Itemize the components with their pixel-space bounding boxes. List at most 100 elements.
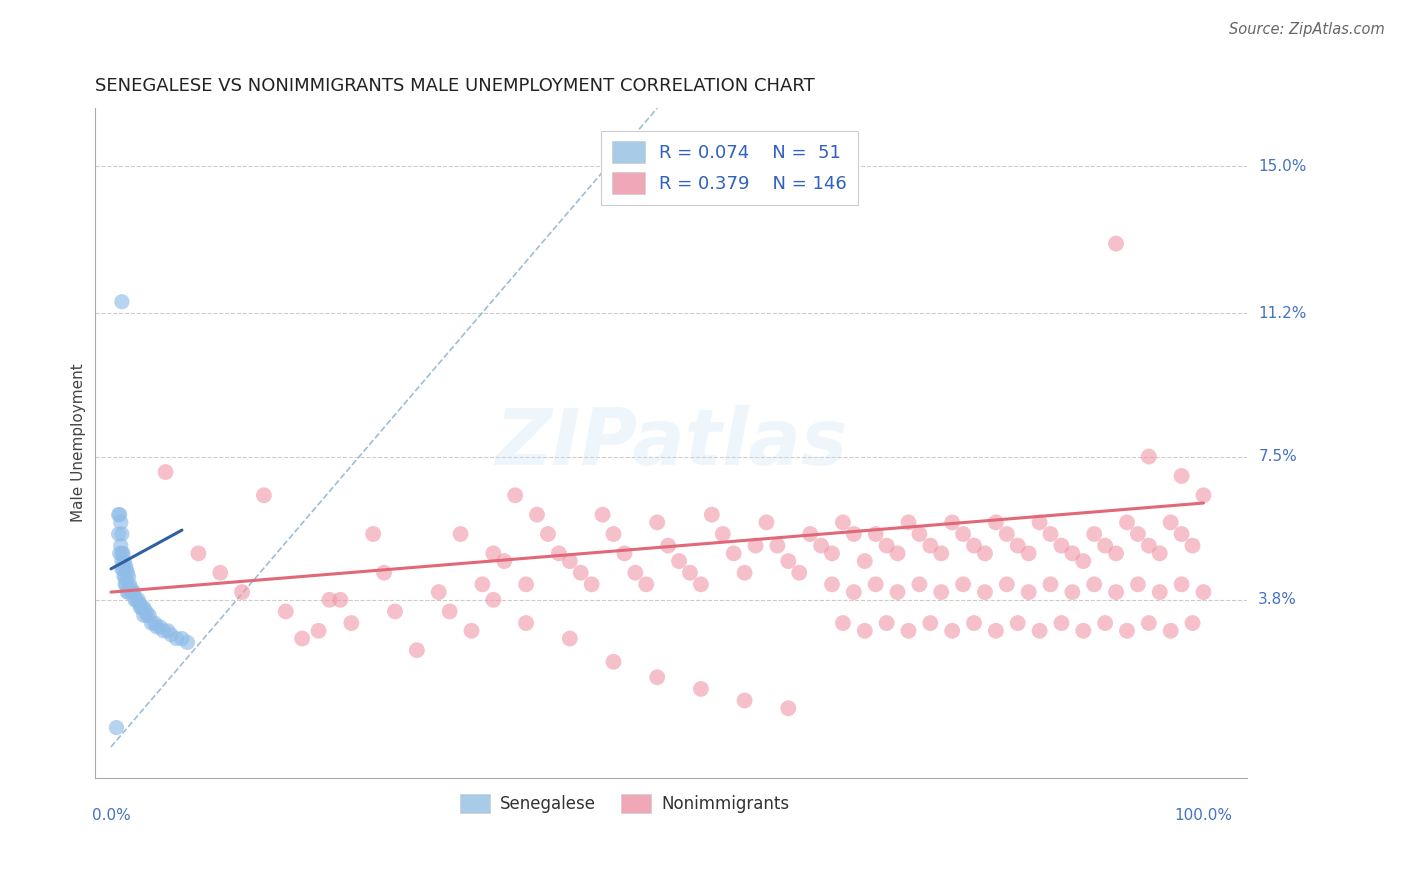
Point xyxy=(645,516,668,530)
Point xyxy=(515,615,537,630)
Point xyxy=(734,566,756,580)
Point xyxy=(111,546,134,560)
Point xyxy=(876,539,898,553)
Point xyxy=(1192,585,1215,599)
Point xyxy=(810,539,832,553)
Point xyxy=(1050,539,1073,553)
Point xyxy=(439,604,461,618)
Point xyxy=(1137,615,1160,630)
Point xyxy=(132,600,155,615)
Point xyxy=(1137,450,1160,464)
Point xyxy=(127,592,149,607)
Point xyxy=(112,569,135,583)
Text: 15.0%: 15.0% xyxy=(1258,159,1306,174)
Point xyxy=(766,539,789,553)
Point xyxy=(105,721,128,735)
Point xyxy=(657,539,679,553)
Point xyxy=(778,701,800,715)
Point xyxy=(111,554,134,568)
Point xyxy=(941,624,963,638)
Point xyxy=(111,294,134,309)
Point xyxy=(373,566,395,580)
Point xyxy=(1062,546,1084,560)
Point xyxy=(128,597,150,611)
Point xyxy=(963,615,986,630)
Point xyxy=(832,516,855,530)
Y-axis label: Male Unemployment: Male Unemployment xyxy=(72,364,86,523)
Text: 3.8%: 3.8% xyxy=(1258,592,1298,607)
Point xyxy=(117,569,139,583)
Point xyxy=(160,628,183,642)
Point xyxy=(405,643,427,657)
Point xyxy=(920,615,942,630)
Point xyxy=(156,624,179,638)
Point xyxy=(115,562,138,576)
Point xyxy=(121,585,143,599)
Point xyxy=(569,566,592,580)
Point xyxy=(711,527,734,541)
Point xyxy=(482,592,505,607)
Point xyxy=(111,527,134,541)
Text: 7.5%: 7.5% xyxy=(1258,449,1296,464)
Point xyxy=(166,632,188,646)
Point xyxy=(941,516,963,530)
Point xyxy=(117,585,139,599)
Point xyxy=(494,554,516,568)
Point xyxy=(450,527,472,541)
Point xyxy=(1094,615,1116,630)
Point xyxy=(291,632,314,646)
Point xyxy=(995,527,1018,541)
Point xyxy=(624,566,647,580)
Point xyxy=(744,539,766,553)
Point xyxy=(602,655,624,669)
Text: Source: ZipAtlas.com: Source: ZipAtlas.com xyxy=(1229,22,1385,37)
Point xyxy=(645,670,668,684)
Point xyxy=(821,546,844,560)
Point xyxy=(176,635,198,649)
Point xyxy=(124,592,146,607)
Point xyxy=(1126,577,1149,591)
Point xyxy=(110,539,132,553)
Point xyxy=(1137,539,1160,553)
Point xyxy=(138,608,160,623)
Point xyxy=(679,566,702,580)
Point xyxy=(974,546,997,560)
Point xyxy=(1149,585,1171,599)
Point xyxy=(668,554,690,568)
Point xyxy=(1126,527,1149,541)
Point xyxy=(558,554,581,568)
Point xyxy=(821,577,844,591)
Point xyxy=(107,508,129,522)
Point xyxy=(1039,577,1062,591)
Point xyxy=(1018,585,1040,599)
Text: ZIPatlas: ZIPatlas xyxy=(495,405,846,481)
Point xyxy=(1105,236,1128,251)
Point xyxy=(110,516,132,530)
Point xyxy=(537,527,560,541)
Point xyxy=(1028,624,1050,638)
Point xyxy=(1170,527,1192,541)
Point xyxy=(602,527,624,541)
Point xyxy=(1062,585,1084,599)
Point xyxy=(471,577,494,591)
Point xyxy=(503,488,526,502)
Point xyxy=(886,585,908,599)
Point xyxy=(920,539,942,553)
Point xyxy=(984,624,1007,638)
Point xyxy=(1083,527,1105,541)
Point xyxy=(135,604,157,618)
Point xyxy=(1160,516,1182,530)
Point xyxy=(308,624,330,638)
Point xyxy=(952,527,974,541)
Point xyxy=(547,546,569,560)
Point xyxy=(122,585,145,599)
Point xyxy=(1007,615,1029,630)
Point xyxy=(125,592,148,607)
Point xyxy=(340,615,363,630)
Point xyxy=(1116,516,1139,530)
Point xyxy=(107,527,129,541)
Point xyxy=(146,620,169,634)
Text: 11.2%: 11.2% xyxy=(1258,306,1306,321)
Point xyxy=(111,562,134,576)
Point xyxy=(115,577,138,591)
